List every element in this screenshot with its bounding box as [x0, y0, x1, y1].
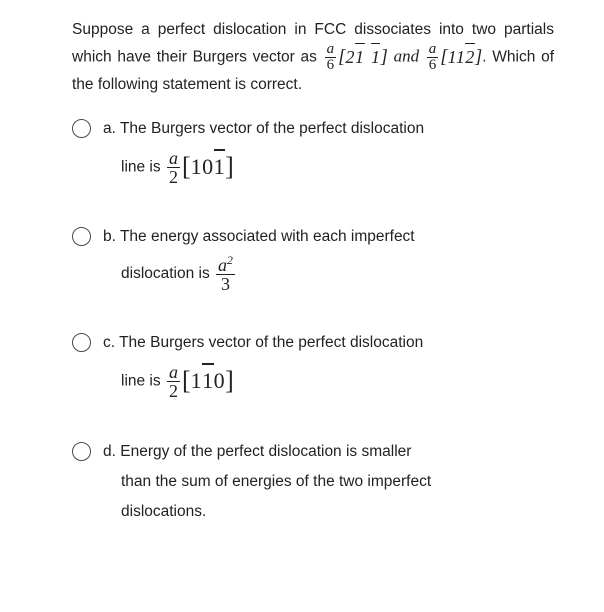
radio-icon	[72, 119, 91, 138]
burgers-vector-1: a6[21 1]	[323, 46, 394, 65]
option-d[interactable]: d. Energy of the perfect dislocation is …	[72, 440, 554, 524]
radio-icon	[72, 442, 91, 461]
burgers-vector-2: a6[112]	[425, 46, 482, 65]
option-letter: d.	[103, 443, 116, 460]
option-a[interactable]: a. The Burgers vector of the perfect dis…	[72, 117, 554, 187]
option-b-body: b. The energy associated with each imper…	[103, 225, 415, 293]
option-a-line2: line is a2[101]	[103, 147, 424, 187]
options-group: a. The Burgers vector of the perfect dis…	[72, 117, 554, 524]
option-b-line2: dislocation is a23	[103, 255, 415, 293]
option-c-body: c. The Burgers vector of the perfect dis…	[103, 331, 423, 401]
option-c[interactable]: c. The Burgers vector of the perfect dis…	[72, 331, 554, 401]
radio-icon	[72, 333, 91, 352]
option-b-line1: The energy associated with each imperfec…	[116, 228, 415, 245]
radio-icon	[72, 227, 91, 246]
option-c-line1: The Burgers vector of the perfect disloc…	[115, 334, 423, 351]
option-b[interactable]: b. The energy associated with each imper…	[72, 225, 554, 293]
and-word: and	[394, 47, 425, 66]
option-c-line2: line is a2[110]	[103, 361, 423, 401]
option-letter: a.	[103, 120, 116, 137]
option-d-line1: Energy of the perfect dislocation is sma…	[116, 443, 412, 460]
option-a-line1: The Burgers vector of the perfect disloc…	[116, 120, 424, 137]
option-d-line3: dislocations.	[103, 500, 431, 524]
question-stem: Suppose a perfect dislocation in FCC dis…	[72, 18, 554, 97]
option-letter: b.	[103, 228, 116, 245]
option-letter: c.	[103, 334, 115, 351]
option-a-body: a. The Burgers vector of the perfect dis…	[103, 117, 424, 187]
option-d-line2: than the sum of energies of the two impe…	[103, 470, 431, 494]
option-d-body: d. Energy of the perfect dislocation is …	[103, 440, 431, 524]
